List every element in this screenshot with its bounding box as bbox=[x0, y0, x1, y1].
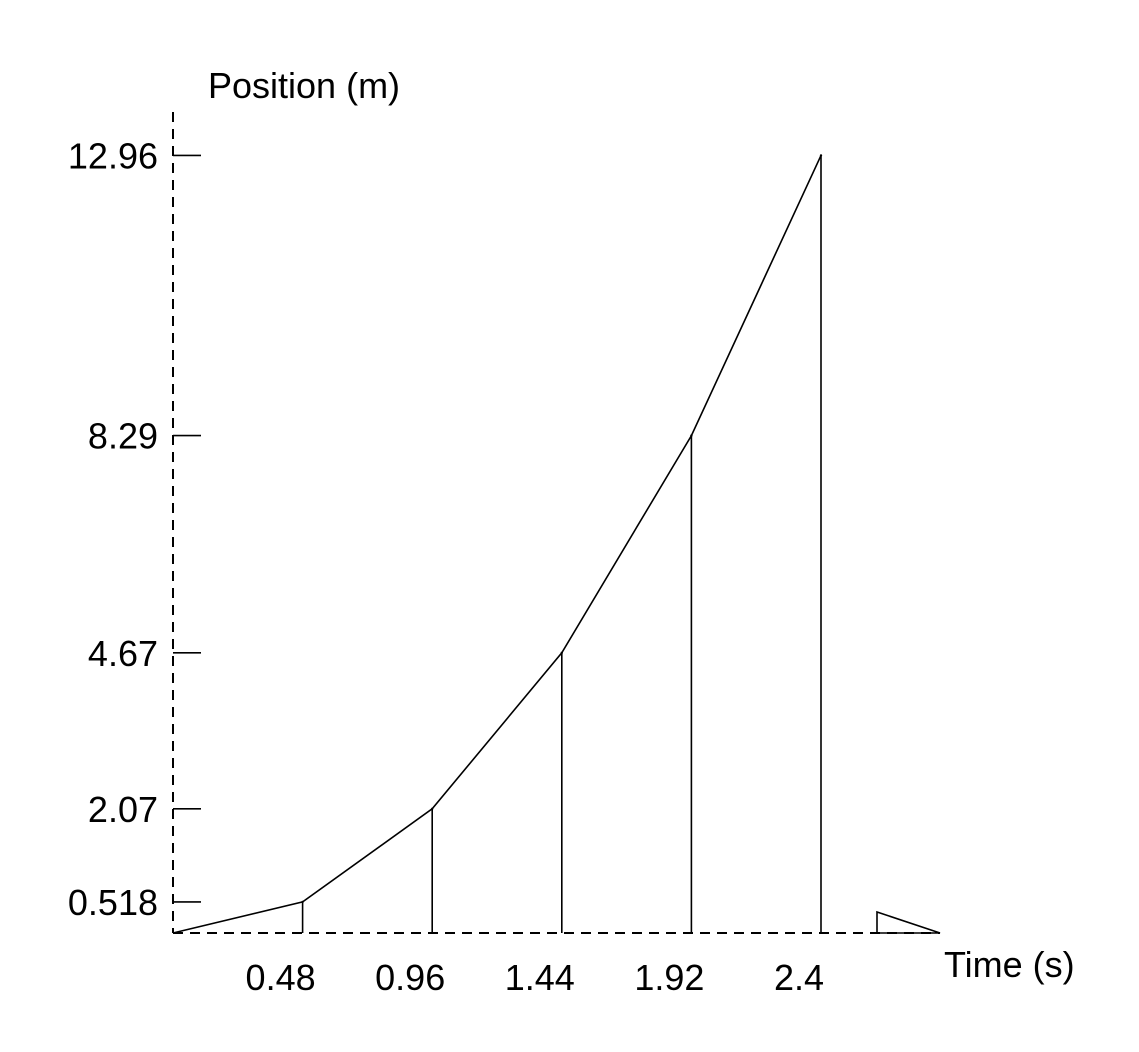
x-axis-arrow-marker bbox=[876, 910, 941, 934]
x-tick-label-2: 1.44 bbox=[505, 957, 575, 998]
y-tick-label-3: 8.29 bbox=[88, 416, 158, 457]
data-point-4 bbox=[690, 434, 693, 437]
x-axis-label: Time (s) bbox=[944, 944, 1075, 985]
data-point-3 bbox=[560, 651, 563, 654]
y-tick-label-2: 4.67 bbox=[88, 633, 158, 674]
position-curve bbox=[172, 155, 822, 934]
data-point-1 bbox=[301, 900, 304, 904]
x-tick-label-3: 1.92 bbox=[634, 957, 704, 998]
chart-marks: 0.518 2.07 4.67 8.29 12.96 0.48 0.96 1.44 1.92 2.… bbox=[68, 135, 824, 998]
y-axis-label: Position (m) bbox=[208, 65, 400, 106]
y-tick-label-1: 2.07 bbox=[88, 789, 158, 830]
data-point-5 bbox=[819, 154, 823, 157]
x-tick-label-0: 0.48 bbox=[246, 957, 316, 998]
y-tick-label-0: 0.518 bbox=[68, 882, 158, 923]
y-tick-label-4: 12.96 bbox=[68, 135, 158, 176]
data-point-2 bbox=[431, 807, 434, 810]
x-tick-label-4: 2.4 bbox=[774, 957, 824, 998]
x-tick-label-1: 0.96 bbox=[375, 957, 445, 998]
